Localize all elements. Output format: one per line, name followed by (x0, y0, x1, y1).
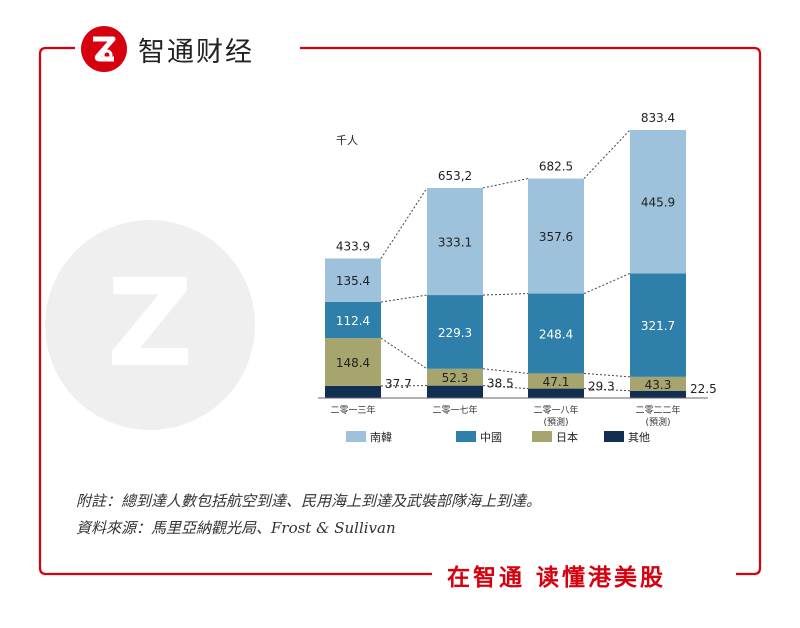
legend-swatch (346, 431, 366, 442)
x-tick-label: 二零一八年 (533, 404, 578, 416)
legend-swatch (604, 431, 624, 442)
legend-swatch (456, 431, 476, 442)
data-label: 37.7 (385, 377, 412, 391)
bar-日本-1 (427, 368, 483, 386)
x-tick-label: 二零一三年 (330, 404, 375, 416)
data-label: 321.7 (641, 319, 675, 333)
bar-日本-0 (325, 338, 381, 386)
total-label: 653,2 (438, 169, 472, 183)
slogan: 在智通 读懂港美股 (443, 558, 671, 592)
data-label: 135.4 (336, 274, 370, 288)
x-tick-note: (預測) (543, 416, 568, 428)
unit-label: 千人 (336, 134, 358, 147)
bar-南韓-3 (630, 130, 686, 274)
data-label: 148.4 (336, 356, 370, 370)
bar-南韓-0 (325, 258, 381, 303)
bar-日本-2 (528, 373, 584, 389)
data-label: 229.3 (438, 326, 472, 340)
bar-其他-1 (427, 385, 483, 398)
connector-line (482, 293, 529, 296)
data-label: 112.4 (336, 314, 370, 328)
data-label: 357.6 (539, 230, 573, 244)
svg-text:Z: Z (106, 255, 193, 394)
legend-label: 日本 (556, 430, 578, 444)
data-label: 43.3 (645, 378, 672, 392)
x-tick-label: 二零一七年 (432, 404, 477, 416)
legend-swatch (532, 431, 552, 442)
connector-line (380, 187, 428, 259)
legend-label: 中國 (480, 431, 502, 444)
data-label: 445.9 (641, 196, 675, 210)
connector-line (583, 372, 631, 378)
bar-中國-0 (325, 302, 381, 339)
data-label: 248.4 (539, 327, 573, 341)
connector-line (482, 368, 529, 374)
data-label: 38.5 (487, 377, 514, 391)
data-label: 333.1 (438, 236, 472, 250)
total-label: 682.5 (539, 160, 573, 174)
connector-line (380, 337, 428, 370)
bar-南韓-2 (528, 178, 584, 294)
connector-line (583, 129, 631, 179)
bar-中國-3 (630, 273, 686, 377)
bar-南韓-1 (427, 187, 483, 296)
connector-line (583, 272, 631, 295)
bar-其他-2 (528, 388, 584, 398)
x-tick-note: (預測) (645, 416, 670, 428)
source-note: 資料來源：馬里亞納觀光局、Frost & Sullivan (76, 519, 396, 537)
legend-label: 其他 (628, 431, 650, 444)
watermark-logo-icon: Z (45, 220, 255, 430)
bar-中國-2 (528, 293, 584, 374)
data-label: 47.1 (543, 375, 570, 389)
connector-line (380, 294, 428, 303)
brand-name: 智通财经 (138, 37, 254, 68)
bar-其他-3 (630, 390, 686, 398)
bar-日本-3 (630, 376, 686, 391)
legend-label: 南韓 (370, 431, 392, 444)
total-label: 833.4 (641, 111, 675, 125)
bar-中國-1 (427, 295, 483, 369)
footnote: 附註：總到達人數包括航空到達、民用海上到達及武裝部隊海上到達。 (76, 492, 542, 510)
zhitong-logo-icon (81, 26, 127, 72)
data-label: 29.3 (588, 380, 615, 394)
bar-其他-0 (325, 385, 381, 398)
connector-line (482, 385, 529, 390)
total-label: 433.9 (336, 239, 370, 253)
data-label: 22.5 (690, 382, 717, 396)
data-label: 52.3 (442, 371, 469, 385)
x-tick-label: 二零二二年 (635, 404, 680, 416)
connector-line (482, 178, 529, 189)
